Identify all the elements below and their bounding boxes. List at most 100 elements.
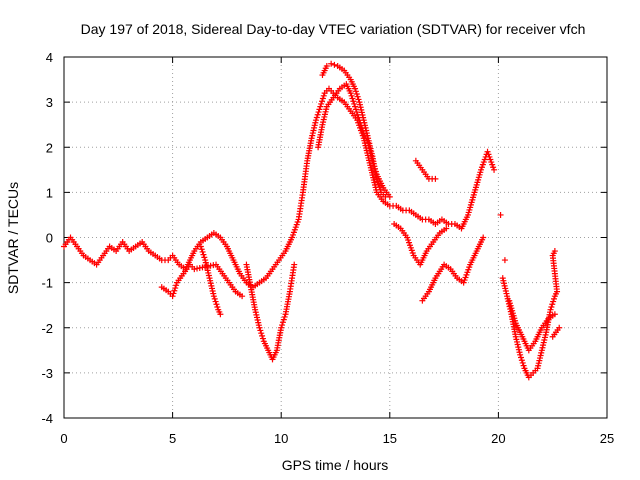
data-point xyxy=(497,211,504,218)
data-point xyxy=(199,248,206,255)
data-point xyxy=(258,330,265,337)
x-tick-label: 20 xyxy=(491,431,505,446)
data-point xyxy=(519,359,526,366)
data-point xyxy=(256,324,263,331)
data-point xyxy=(443,225,450,232)
data-point xyxy=(319,98,326,105)
data-point xyxy=(173,282,180,289)
x-tick-label: 25 xyxy=(600,431,614,446)
y-tick-label: 1 xyxy=(46,185,53,200)
data-point xyxy=(201,254,208,261)
data-point xyxy=(316,106,323,113)
data-point xyxy=(358,125,365,132)
data-point xyxy=(317,103,324,110)
data-point xyxy=(197,243,204,250)
tick-marks xyxy=(63,56,608,419)
data-point xyxy=(348,92,355,99)
data-point xyxy=(356,117,363,124)
data-point xyxy=(518,357,525,364)
data-point xyxy=(520,362,527,369)
y-tick-label: 2 xyxy=(46,140,53,155)
y-tick-label: 3 xyxy=(46,95,53,110)
data-point xyxy=(169,293,176,300)
data-point xyxy=(355,114,362,121)
x-tick-label: 15 xyxy=(383,431,397,446)
data-point xyxy=(352,106,359,113)
data-point xyxy=(550,298,557,305)
chart-title: Day 197 of 2018, Sidereal Day-to-day VTE… xyxy=(81,21,586,37)
data-point xyxy=(517,354,524,361)
y-tick-label: -1 xyxy=(41,276,53,291)
grid-lines xyxy=(64,57,607,418)
data-point xyxy=(314,111,321,118)
data-point xyxy=(280,316,287,323)
data-point xyxy=(291,261,298,268)
data-point xyxy=(359,128,366,135)
data-point xyxy=(347,90,354,97)
data-point xyxy=(320,92,327,99)
data-point xyxy=(372,168,379,175)
data-point xyxy=(352,85,359,92)
data-point xyxy=(279,319,286,326)
data-point xyxy=(328,60,335,67)
data-point xyxy=(217,311,224,318)
data-point xyxy=(171,287,178,294)
data-point xyxy=(239,293,246,300)
data-point xyxy=(355,96,362,103)
data-point xyxy=(352,103,359,110)
y-axis-label: SDTVAR / TECUs xyxy=(5,182,21,294)
data-point xyxy=(480,234,487,241)
data-point xyxy=(370,160,377,167)
data-point xyxy=(432,175,439,182)
data-point xyxy=(548,303,555,310)
data-point xyxy=(319,95,326,102)
x-axis-label: GPS time / hours xyxy=(282,457,389,473)
y-tick-label: 0 xyxy=(46,231,53,246)
x-tick-labels: 0 5 10 15 20 25 xyxy=(60,431,614,446)
data-point xyxy=(369,157,376,164)
data-point xyxy=(353,109,360,116)
data-point xyxy=(357,119,364,126)
data-point xyxy=(318,100,325,107)
data-point xyxy=(312,117,319,124)
data-point xyxy=(547,306,554,313)
data-point xyxy=(279,322,286,329)
data-point xyxy=(278,324,285,331)
data-point xyxy=(375,181,382,188)
data-point xyxy=(210,293,217,300)
data-point xyxy=(257,327,264,334)
data-point xyxy=(358,122,365,129)
y-tick-label: 4 xyxy=(46,50,53,65)
data-point xyxy=(491,166,498,173)
data-point xyxy=(353,91,360,98)
data-point xyxy=(323,63,330,70)
data-point xyxy=(200,251,207,258)
data-point xyxy=(213,301,220,308)
data-point xyxy=(211,295,218,302)
data-point xyxy=(501,257,508,264)
data-point xyxy=(551,311,558,318)
x-tick-label: 5 xyxy=(169,431,176,446)
data-point xyxy=(354,93,361,100)
data-point xyxy=(551,248,558,255)
data-point xyxy=(331,61,338,68)
data-point xyxy=(352,88,359,95)
x-tick-label: 10 xyxy=(274,431,288,446)
data-point xyxy=(212,298,219,305)
y-tick-label: -3 xyxy=(41,366,53,381)
data-point xyxy=(313,114,320,121)
y-tick-labels: -4 -3 -2 -1 0 1 2 3 4 xyxy=(41,50,53,426)
data-point xyxy=(172,285,179,292)
data-point xyxy=(551,295,558,302)
data-point xyxy=(517,351,524,358)
data-point xyxy=(549,333,556,340)
data-point xyxy=(376,183,383,190)
data-points xyxy=(61,60,563,381)
data-point xyxy=(372,165,379,172)
data-point xyxy=(350,98,357,105)
y-tick-label: -2 xyxy=(41,321,53,336)
data-point xyxy=(349,95,356,102)
data-point xyxy=(259,335,266,342)
data-point xyxy=(198,246,205,253)
